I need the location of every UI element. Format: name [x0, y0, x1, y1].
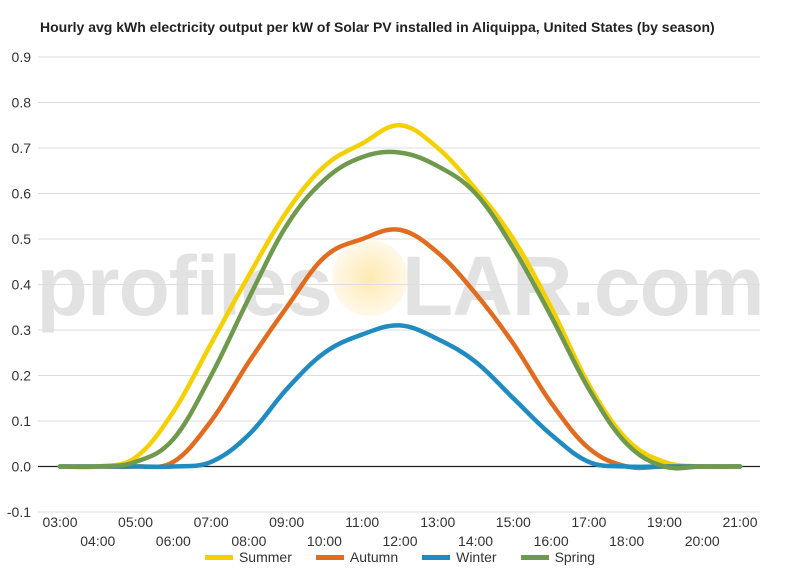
series-line-winter	[57, 323, 743, 470]
watermark-left: profiles	[36, 239, 332, 333]
x-tick-label: 11:00	[345, 514, 379, 530]
y-tick-label: 0.0	[12, 459, 32, 475]
legend-label-winter: Winter	[456, 549, 497, 565]
y-tick-label: 0.8	[12, 95, 32, 111]
y-tick-label: 0.3	[12, 322, 32, 338]
series-line-summer	[57, 123, 743, 470]
y-tick-label: 0.5	[12, 231, 32, 247]
watermark-right: LAR.com	[401, 239, 765, 333]
legend-label-spring: Spring	[554, 549, 596, 565]
x-tick-label: 08:00	[231, 533, 266, 549]
x-tick-label: 19:00	[647, 514, 682, 530]
x-tick-label: 18:00	[609, 533, 644, 549]
legend-item-summer: Summer	[204, 549, 292, 565]
legend: Summer Autumn Winter Spring	[0, 549, 800, 565]
legend-label-autumn: Autumn	[349, 549, 399, 565]
y-tick-label: 0.9	[12, 49, 32, 65]
legend-item-winter: Winter	[422, 549, 497, 565]
x-tick-labels: 03:0004:0005:0006:0007:0008:0009:0010:00…	[42, 514, 757, 549]
x-tick-label: 15:00	[496, 514, 531, 530]
y-tick-label: 0.1	[12, 413, 32, 429]
x-tick-label: 20:00	[685, 533, 720, 549]
x-tick-label: 12:00	[382, 533, 417, 549]
series-layer	[57, 123, 743, 471]
x-tick-label: 05:00	[118, 514, 153, 530]
legend-swatch-summer	[204, 554, 233, 560]
x-tick-label: 09:00	[269, 514, 304, 530]
x-tick-label: 14:00	[458, 533, 493, 549]
y-tick-label: 0.7	[12, 140, 32, 156]
x-tick-label: 03:00	[42, 514, 77, 530]
x-tick-label: 21:00	[722, 514, 757, 530]
legend-label-summer: Summer	[238, 549, 292, 565]
chart-title: Hourly avg kWh electricity output per kW…	[40, 19, 715, 35]
y-tick-label: -0.1	[7, 504, 31, 520]
y-tick-labels: -0.1 0.0 0.1 0.2 0.3 0.4 0.5 0.6 0.7 0.8 0.9	[7, 49, 31, 520]
x-tick-label: 16:00	[534, 533, 569, 549]
x-tick-label: 04:00	[80, 533, 115, 549]
watermark-text: profiles LAR.com	[0, 238, 800, 335]
legend-swatch-autumn	[315, 554, 344, 560]
legend-item-spring: Spring	[520, 549, 596, 565]
x-tick-label: 10:00	[307, 533, 342, 549]
series-line-spring	[57, 149, 743, 471]
y-tick-label: 0.4	[12, 277, 32, 293]
y-tick-label: 0.6	[12, 186, 32, 202]
legend-swatch-winter	[422, 554, 451, 560]
x-tick-label: 06:00	[156, 533, 191, 549]
y-tick-label: 0.2	[12, 368, 32, 384]
legend-item-autumn: Autumn	[315, 549, 399, 565]
watermark-sun-logo	[332, 240, 408, 316]
x-tick-label: 13:00	[420, 514, 455, 530]
x-tick-label: 07:00	[194, 514, 229, 530]
x-tick-label: 17:00	[571, 514, 606, 530]
legend-swatch-spring	[520, 554, 549, 560]
